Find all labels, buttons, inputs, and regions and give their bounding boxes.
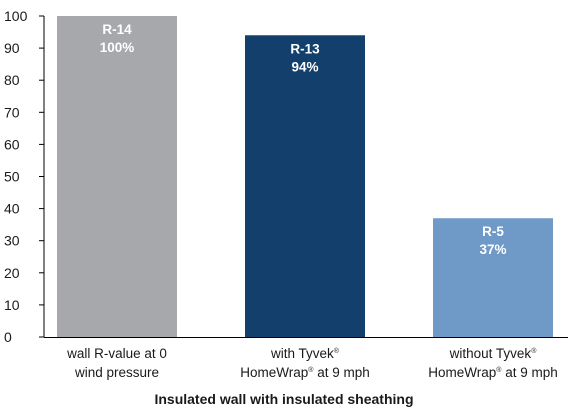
bar <box>245 35 365 337</box>
bars <box>57 16 553 337</box>
category-label-line1: with Tyvek® <box>270 346 340 361</box>
y-tick-label: 100 <box>4 8 28 24</box>
bar-percent-label: 94% <box>291 59 318 74</box>
y-tick-label: 0 <box>4 329 12 345</box>
category-label-line1: wall R-value at 0 <box>66 346 167 361</box>
x-axis: wall R-value at 0 wind pressure with Tyvek… <box>44 337 568 380</box>
bar-percent-label: 100% <box>100 40 135 55</box>
bar-rvalue-label: R-14 <box>102 22 132 37</box>
y-tick-label: 60 <box>4 136 20 152</box>
bar <box>57 16 177 337</box>
category-label-line2: HomeWrap® at 9 mph <box>240 365 369 380</box>
bar-labels: R-14 100% R-13 94% R-5 37% <box>100 22 507 257</box>
y-tick-label: 80 <box>4 72 20 88</box>
category-label-line2: wind pressure <box>74 365 159 380</box>
y-axis: 0 10 20 30 40 50 60 70 80 90 100 <box>4 8 45 345</box>
bar-rvalue-label: R-13 <box>290 41 320 56</box>
y-tick-label: 70 <box>4 104 20 120</box>
y-tick-label: 90 <box>4 40 20 56</box>
category-label-line1: without Tyvek® <box>449 346 538 361</box>
bar-rvalue-label: R-5 <box>482 224 504 239</box>
y-tick-label: 20 <box>4 265 20 281</box>
category-label-line2: HomeWrap® at 9 mph <box>428 365 557 380</box>
bar <box>433 218 553 337</box>
y-tick-label: 50 <box>4 169 20 185</box>
y-tick-label: 10 <box>4 297 20 313</box>
chart-title: Insulated wall with insulated sheathing <box>154 391 413 407</box>
y-tick-label: 30 <box>4 233 20 249</box>
y-tick-label: 40 <box>4 201 20 217</box>
bar-percent-label: 37% <box>479 242 506 257</box>
